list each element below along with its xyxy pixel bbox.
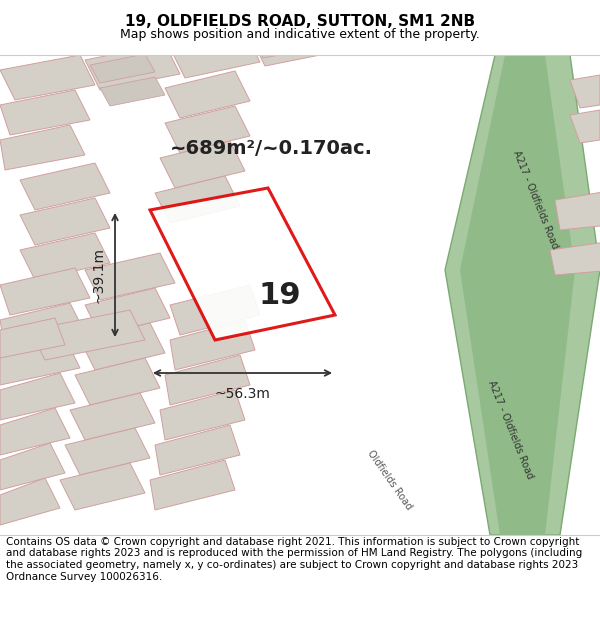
- Polygon shape: [255, 30, 318, 58]
- Polygon shape: [330, 8, 425, 54]
- Polygon shape: [0, 373, 75, 420]
- Polygon shape: [0, 478, 60, 525]
- Polygon shape: [170, 285, 260, 335]
- Polygon shape: [160, 390, 245, 440]
- Polygon shape: [85, 44, 180, 90]
- Polygon shape: [165, 71, 250, 118]
- Polygon shape: [0, 55, 95, 100]
- Polygon shape: [315, 18, 378, 48]
- Polygon shape: [0, 125, 85, 170]
- Polygon shape: [85, 288, 170, 335]
- Polygon shape: [30, 310, 145, 360]
- Polygon shape: [155, 425, 240, 475]
- Polygon shape: [85, 253, 175, 300]
- Polygon shape: [170, 320, 255, 370]
- Polygon shape: [165, 355, 250, 405]
- Polygon shape: [570, 110, 600, 143]
- Text: ~689m²/~0.170ac.: ~689m²/~0.170ac.: [170, 139, 373, 158]
- Polygon shape: [160, 141, 245, 188]
- Polygon shape: [0, 90, 90, 135]
- Polygon shape: [60, 463, 145, 510]
- Polygon shape: [0, 408, 70, 455]
- Text: Contains OS data © Crown copyright and database right 2021. This information is : Contains OS data © Crown copyright and d…: [6, 537, 582, 582]
- Polygon shape: [0, 303, 85, 350]
- Polygon shape: [20, 233, 110, 280]
- Polygon shape: [150, 188, 335, 340]
- Text: ~39.1m: ~39.1m: [91, 247, 105, 303]
- Polygon shape: [100, 77, 165, 106]
- Polygon shape: [555, 190, 600, 230]
- Polygon shape: [0, 268, 90, 315]
- Polygon shape: [20, 198, 110, 245]
- Polygon shape: [550, 240, 600, 275]
- Polygon shape: [0, 443, 65, 490]
- Polygon shape: [65, 428, 150, 475]
- Polygon shape: [410, 0, 490, 42]
- Polygon shape: [90, 54, 155, 83]
- Polygon shape: [0, 318, 65, 358]
- Polygon shape: [155, 176, 240, 223]
- Polygon shape: [0, 338, 80, 385]
- Polygon shape: [20, 163, 110, 210]
- Polygon shape: [460, 55, 575, 535]
- Polygon shape: [165, 106, 250, 153]
- Text: ~56.3m: ~56.3m: [215, 387, 271, 401]
- Text: 19, OLDFIELDS ROAD, SUTTON, SM1 2NB: 19, OLDFIELDS ROAD, SUTTON, SM1 2NB: [125, 14, 475, 29]
- Text: Map shows position and indicative extent of the property.: Map shows position and indicative extent…: [120, 28, 480, 41]
- Text: A217 - Oldfields Road: A217 - Oldfields Road: [511, 149, 559, 251]
- Text: A217 - Oldfields Road: A217 - Oldfields Road: [485, 379, 535, 481]
- Polygon shape: [150, 460, 235, 510]
- Polygon shape: [170, 32, 260, 78]
- Polygon shape: [445, 55, 600, 535]
- Polygon shape: [570, 75, 600, 108]
- Polygon shape: [250, 20, 345, 66]
- Text: 19: 19: [259, 281, 301, 309]
- Polygon shape: [75, 358, 160, 405]
- Polygon shape: [70, 393, 155, 440]
- Text: Oldfields Road: Oldfields Road: [366, 448, 414, 512]
- Polygon shape: [80, 323, 165, 370]
